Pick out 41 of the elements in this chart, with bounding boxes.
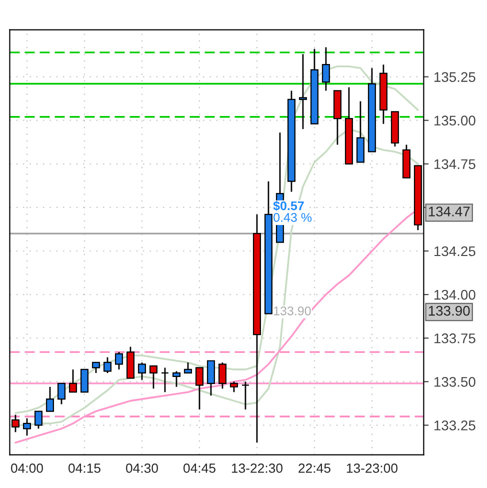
candlestick xyxy=(114,351,123,370)
candlestick xyxy=(22,418,31,436)
candlestick xyxy=(241,380,250,410)
y-tick-label: 135.00 xyxy=(434,116,476,126)
x-tick-label: 13-23:00 xyxy=(346,464,398,473)
candlestick xyxy=(57,382,66,405)
candlestick xyxy=(230,380,238,393)
candlestick xyxy=(149,365,158,390)
candlestick xyxy=(68,368,77,393)
y-tick-label: 134.75 xyxy=(434,159,476,170)
candlestick xyxy=(34,410,42,430)
candlestick xyxy=(184,362,192,374)
x-tick-label: 04:15 xyxy=(68,464,100,473)
y-tick-label: 134.25 xyxy=(434,246,476,256)
x-tick-label: 04:45 xyxy=(183,464,216,473)
annotation: $0.57 xyxy=(273,200,304,212)
annotation: 0.43 % xyxy=(274,213,312,222)
candlestick xyxy=(46,386,54,412)
candlestick xyxy=(298,53,307,130)
y-tick-label: 135.25 xyxy=(434,72,476,82)
y-tick-label: 133.25 xyxy=(434,420,476,430)
annotation: 133.90 xyxy=(274,306,311,316)
candlestick xyxy=(206,360,215,396)
y-tick-label: 134.00 xyxy=(434,290,476,300)
candlestick xyxy=(138,362,146,381)
y-tick-label: 133.50 xyxy=(434,376,476,387)
candlestick xyxy=(218,362,226,390)
candlestick xyxy=(80,368,88,393)
candlestick xyxy=(103,356,112,374)
text: 133.90 xyxy=(428,306,470,316)
text: 134.47 xyxy=(428,206,470,216)
x-tick-label: 04:00 xyxy=(10,464,43,473)
candlestick xyxy=(92,362,100,374)
x-tick-label: 22:45 xyxy=(298,464,330,473)
y-tick-label: 133.75 xyxy=(434,333,476,344)
candlestick xyxy=(160,367,169,393)
candlestick xyxy=(195,367,204,410)
candlestick xyxy=(322,46,330,92)
x-tick-label: 13-22:30 xyxy=(232,464,282,473)
candlestick xyxy=(172,370,180,388)
x-tick-label: 04:30 xyxy=(126,464,158,473)
